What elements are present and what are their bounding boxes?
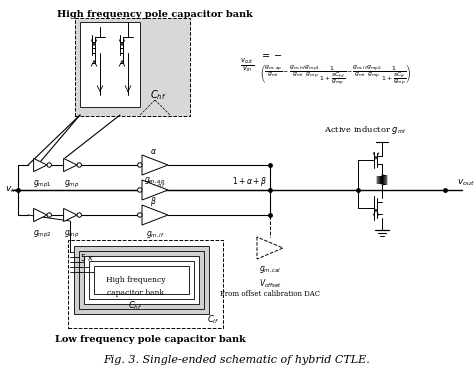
Text: $1+\alpha+\beta$: $1+\alpha+\beta$	[232, 174, 268, 188]
Text: $g_{m,cal}$: $g_{m,cal}$	[259, 264, 281, 275]
Circle shape	[47, 163, 52, 167]
Text: $g_{mp}$: $g_{mp}$	[64, 229, 80, 240]
Bar	[68, 240, 223, 328]
Polygon shape	[34, 158, 47, 172]
Text: $g_{m,ap}$: $g_{m,ap}$	[145, 176, 165, 187]
Bar	[79, 251, 204, 309]
Circle shape	[137, 188, 142, 192]
Polygon shape	[142, 155, 168, 175]
Polygon shape	[257, 237, 283, 259]
Text: From offset calibration DAC: From offset calibration DAC	[220, 290, 320, 298]
Circle shape	[77, 163, 82, 167]
Text: $= -$: $= -$	[260, 50, 283, 59]
Circle shape	[137, 213, 142, 217]
Text: capacitor bank: capacitor bank	[107, 289, 164, 297]
Text: $g_{m,lf}$: $g_{m,lf}$	[146, 229, 164, 240]
Circle shape	[47, 213, 52, 217]
Circle shape	[77, 213, 82, 217]
Text: Active inductor $g_{ml}$: Active inductor $g_{ml}$	[324, 124, 406, 136]
Polygon shape	[142, 205, 168, 225]
Text: $\frac{v_{out}}{v_{in}}$: $\frac{v_{out}}{v_{in}}$	[240, 56, 254, 74]
Bar	[80, 22, 140, 107]
Bar	[94, 266, 189, 294]
Text: High frequency: High frequency	[106, 276, 165, 284]
Text: $C_{hf}$: $C_{hf}$	[150, 88, 166, 102]
Polygon shape	[142, 180, 168, 200]
Text: $g_{mp2}$: $g_{mp2}$	[33, 229, 51, 240]
Text: $g_{mp}$: $g_{mp}$	[64, 179, 80, 190]
Text: $g_{m,hf}$: $g_{m,hf}$	[145, 179, 165, 190]
Bar	[74, 246, 209, 314]
Circle shape	[137, 163, 142, 167]
Text: $C_{hf}$: $C_{hf}$	[128, 300, 143, 312]
Bar	[89, 261, 194, 299]
Text: $5\times$: $5\times$	[80, 252, 94, 263]
Text: $V_{offset}$: $V_{offset}$	[259, 278, 281, 291]
Text: $\beta$: $\beta$	[150, 195, 156, 207]
Polygon shape	[34, 208, 47, 222]
Bar	[84, 256, 199, 304]
Polygon shape	[64, 158, 77, 172]
Text: $v_{out}$: $v_{out}$	[457, 178, 474, 188]
Text: $g_{mp1}$: $g_{mp1}$	[33, 179, 51, 190]
Text: $\left(\dfrac{g_{m,ap}}{g_{ml}} - \dfrac{g_{m,hf}}{g_{ml}}\dfrac{g_{mp1}}{g_{mp}: $\left(\dfrac{g_{m,ap}}{g_{ml}} - \dfrac…	[260, 63, 411, 87]
Text: $C_{lf}$: $C_{lf}$	[207, 314, 219, 326]
Bar	[75, 18, 190, 116]
Polygon shape	[64, 208, 77, 222]
Text: Fig. 3. Single-ended schematic of hybrid CTLE.: Fig. 3. Single-ended schematic of hybrid…	[104, 355, 370, 365]
Text: Low frequency pole capacitor bank: Low frequency pole capacitor bank	[55, 335, 246, 344]
Text: $\alpha$: $\alpha$	[149, 146, 156, 155]
Text: $v_{in}$: $v_{in}$	[5, 185, 18, 195]
Text: High frequency pole capacitor bank: High frequency pole capacitor bank	[57, 10, 253, 19]
